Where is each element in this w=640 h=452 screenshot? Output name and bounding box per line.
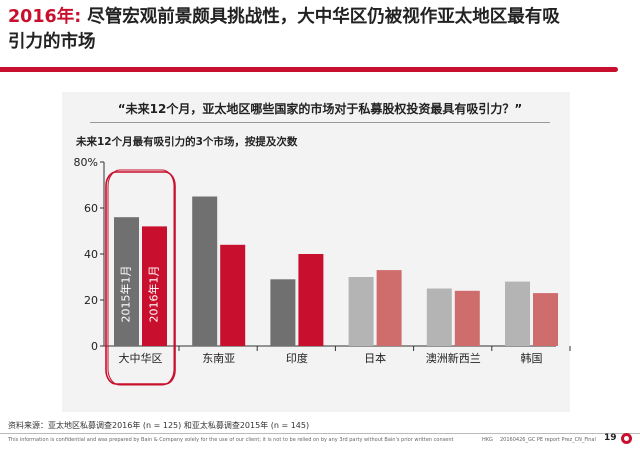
title-year: 2016年: xyxy=(8,7,82,27)
y-tick-label: 60 xyxy=(84,202,98,215)
y-tick-label: 0 xyxy=(91,340,98,353)
y-tick-label: 40 xyxy=(84,248,98,261)
footer-disclaimer: This information is confidential and was… xyxy=(8,437,454,443)
bar-2015 xyxy=(192,196,218,346)
x-tick-label: 东南亚 xyxy=(202,352,235,365)
bar-2016 xyxy=(376,270,402,346)
x-tick-label: 印度 xyxy=(286,351,308,365)
bar-2016 xyxy=(533,293,558,346)
legend-label-2016: 2016年1月 xyxy=(147,266,161,323)
highlight-circle-stroke xyxy=(107,169,175,386)
bar-2016 xyxy=(220,244,246,346)
footer-rule xyxy=(0,433,640,434)
x-tick-label: 大中华区 xyxy=(119,351,163,365)
page-number: 19 xyxy=(604,433,617,443)
bar-2015 xyxy=(348,277,374,346)
footer-doc-code: 20160426_GC PE report Prez_CN_Final xyxy=(500,437,596,443)
question-divider xyxy=(90,122,550,123)
title-text: 尽管宏观前景颇具挑战性，大中华区仍被视作亚太地区最有吸引力的市场 xyxy=(8,7,560,52)
bar-2015 xyxy=(114,217,139,346)
bar-2016 xyxy=(142,226,167,346)
footer-region: HKG xyxy=(482,437,493,443)
survey-question: “未来12个月，亚太地区哪些国家的市场对于私募股权投资最具有吸引力？” xyxy=(117,102,523,116)
bar-2015 xyxy=(426,288,452,346)
y-tick-label: 80% xyxy=(74,156,98,169)
x-tick-label: 日本 xyxy=(364,351,386,365)
x-tick-label: 韩国 xyxy=(521,351,543,365)
source-note: 资料来源：亚太地区私募调查2016年 (n = 125) 和亚太私募调查2015… xyxy=(8,421,310,430)
bar-2015 xyxy=(505,281,530,346)
bar-2016 xyxy=(298,254,324,346)
chart-title: 未来12个月最有吸引力的3个市场，按提及次数 xyxy=(76,136,298,148)
title-rule xyxy=(0,67,618,72)
bar-2016 xyxy=(454,290,480,346)
highlight-circle xyxy=(105,171,176,385)
bar-2015 xyxy=(270,279,296,346)
bain-logo-icon xyxy=(621,433,632,444)
x-tick-label: 澳洲新西兰 xyxy=(426,351,481,365)
page-title: 2016年: 尽管宏观前景颇具挑战性，大中华区仍被视作亚太地区最有吸引力的市场 xyxy=(8,5,568,55)
legend-label-2015: 2015年1月 xyxy=(119,266,133,323)
y-tick-label: 20 xyxy=(84,294,98,307)
